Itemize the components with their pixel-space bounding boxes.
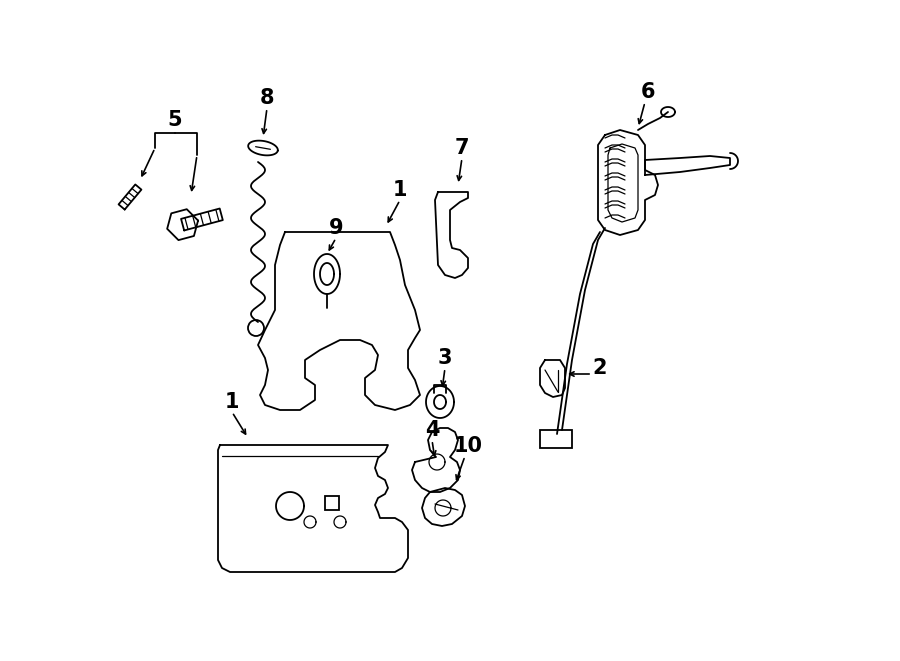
Text: 1: 1 (225, 392, 239, 412)
Bar (325, 496, 339, 510)
Text: 6: 6 (641, 82, 655, 102)
Text: 5: 5 (167, 110, 183, 130)
Text: 7: 7 (454, 138, 469, 158)
Text: 3: 3 (437, 348, 452, 368)
Text: 1: 1 (392, 180, 407, 200)
Text: 9: 9 (328, 218, 343, 238)
Text: 2: 2 (593, 358, 608, 378)
Text: 10: 10 (454, 436, 482, 456)
Bar (540, 430, 572, 448)
Text: 8: 8 (260, 88, 274, 108)
Text: 4: 4 (425, 420, 439, 440)
